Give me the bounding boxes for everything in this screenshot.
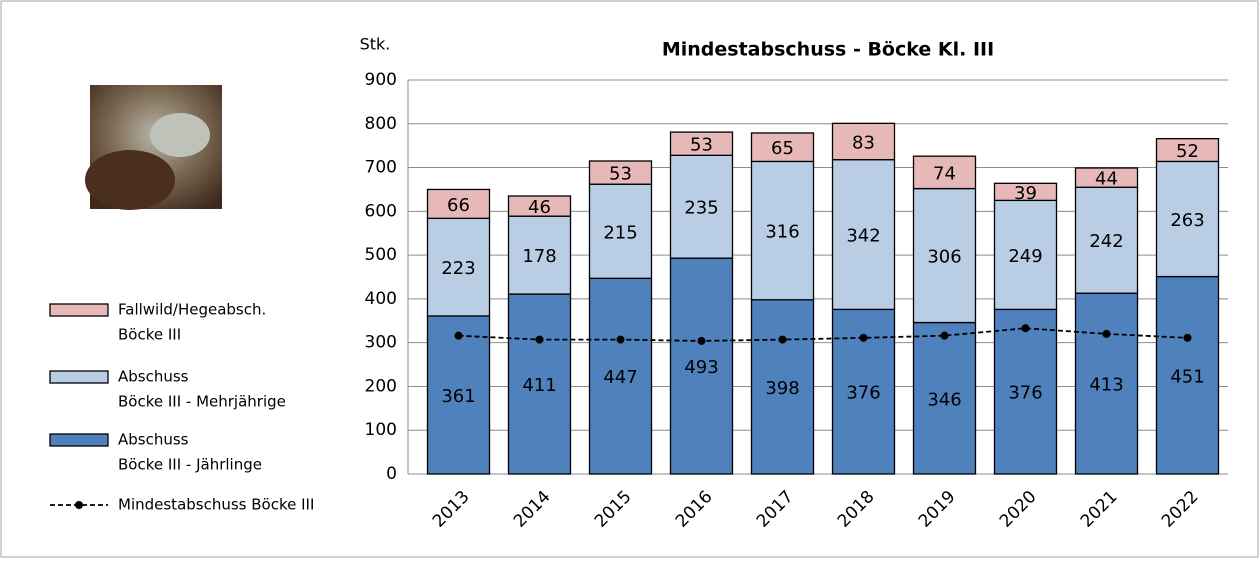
line-marker <box>698 337 706 345</box>
legend-label: Abschuss <box>118 431 189 449</box>
data-label: 376 <box>846 383 880 404</box>
line-marker <box>536 336 544 344</box>
data-label: 411 <box>522 375 556 396</box>
data-label: 74 <box>933 163 956 184</box>
y-tick-label: 300 <box>365 333 397 353</box>
legend-label: Fallwild/Hegeabsch. <box>118 301 266 319</box>
y-tick-label: 0 <box>386 464 397 484</box>
data-label: 493 <box>684 357 718 378</box>
data-label: 316 <box>765 222 799 243</box>
data-label: 242 <box>1089 231 1123 252</box>
legend-swatch <box>50 304 108 316</box>
data-label: 44 <box>1095 169 1118 190</box>
line-marker <box>1103 330 1111 338</box>
legend-swatch <box>50 434 108 446</box>
data-label: 413 <box>1089 375 1123 396</box>
data-label: 39 <box>1014 183 1037 204</box>
data-label: 53 <box>609 164 632 185</box>
data-label: 447 <box>603 367 637 388</box>
data-label: 263 <box>1170 210 1204 231</box>
data-label: 306 <box>927 247 961 268</box>
line-marker <box>1022 324 1030 332</box>
line-marker <box>617 336 625 344</box>
y-tick-label: 400 <box>365 289 397 309</box>
data-label: 46 <box>528 197 551 218</box>
y-tick-label: 500 <box>365 245 397 265</box>
data-label: 361 <box>441 386 475 407</box>
legend-label: Böcke III <box>118 326 181 344</box>
y-tick-label: 100 <box>365 420 397 440</box>
data-label: 83 <box>852 133 875 154</box>
y-tick-label: 600 <box>365 201 397 221</box>
legend-swatch <box>50 371 108 383</box>
photo-detail <box>85 150 175 210</box>
data-label: 451 <box>1170 366 1204 387</box>
legend-label: Böcke III - Jährlinge <box>118 456 262 474</box>
data-label: 376 <box>1008 383 1042 404</box>
legend-label: Abschuss <box>118 368 189 386</box>
y-axis-label: Stk. <box>360 35 391 54</box>
data-label: 178 <box>522 246 556 267</box>
legend-label: Böcke III - Mehrjährige <box>118 393 286 411</box>
line-marker <box>860 334 868 342</box>
data-label: 66 <box>447 195 470 216</box>
data-label: 53 <box>690 135 713 156</box>
data-label: 235 <box>684 198 718 219</box>
legend-swatch <box>75 501 83 509</box>
data-label: 65 <box>771 138 794 159</box>
data-label: 215 <box>603 222 637 243</box>
line-marker <box>455 332 463 340</box>
data-label: 342 <box>846 226 880 247</box>
y-tick-label: 800 <box>365 114 397 134</box>
y-tick-label: 900 <box>365 70 397 90</box>
line-marker <box>1184 334 1192 342</box>
legend-label: Mindestabschuss Böcke III <box>118 496 314 514</box>
data-label: 398 <box>765 378 799 399</box>
data-label: 346 <box>927 389 961 410</box>
chart-title: Mindestabschuss - Böcke Kl. III <box>662 39 994 61</box>
data-label: 249 <box>1008 246 1042 267</box>
chart: Mindestabschuss - Böcke Kl. III Stk. 0 10… <box>0 0 1259 558</box>
data-label: 52 <box>1176 141 1199 162</box>
photo-detail <box>150 113 210 157</box>
y-tick-label: 700 <box>365 158 397 178</box>
line-marker <box>941 332 949 340</box>
data-label: 223 <box>441 258 475 279</box>
y-tick-label: 200 <box>365 376 397 396</box>
line-marker <box>779 336 787 344</box>
